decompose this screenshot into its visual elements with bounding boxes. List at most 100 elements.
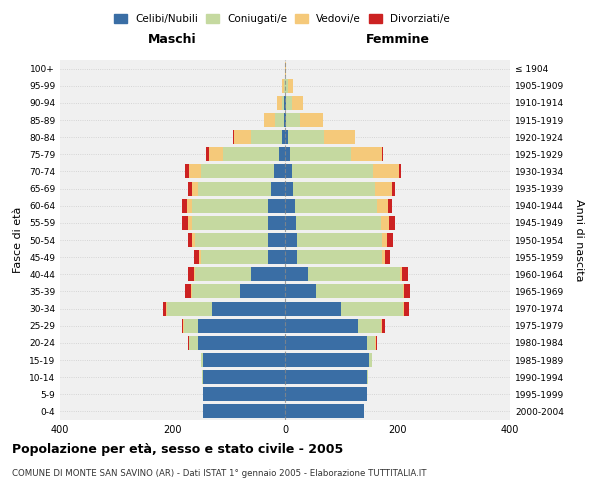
Bar bbox=[288, 78, 293, 92]
Bar bbox=[268, 216, 285, 230]
Bar bbox=[167, 302, 212, 316]
Bar bbox=[275, 113, 284, 127]
Bar bbox=[203, 404, 285, 418]
Bar bbox=[375, 182, 392, 196]
Bar bbox=[382, 148, 383, 162]
Bar bbox=[285, 198, 295, 212]
Bar bbox=[400, 268, 402, 281]
Bar bbox=[325, 130, 355, 144]
Text: Femmine: Femmine bbox=[365, 34, 430, 46]
Bar bbox=[185, 284, 191, 298]
Bar bbox=[285, 148, 290, 162]
Bar bbox=[284, 113, 285, 127]
Bar bbox=[188, 182, 192, 196]
Bar bbox=[280, 148, 285, 162]
Bar bbox=[404, 302, 409, 316]
Bar bbox=[285, 62, 286, 76]
Bar bbox=[192, 198, 268, 212]
Bar bbox=[300, 113, 323, 127]
Bar bbox=[292, 96, 303, 110]
Bar bbox=[188, 336, 189, 350]
Bar bbox=[282, 78, 284, 92]
Bar bbox=[281, 96, 284, 110]
Bar bbox=[285, 78, 288, 92]
Bar bbox=[195, 268, 251, 281]
Bar bbox=[235, 130, 251, 144]
Bar bbox=[402, 268, 407, 281]
Bar bbox=[192, 216, 268, 230]
Bar bbox=[367, 370, 368, 384]
Bar bbox=[295, 198, 377, 212]
Bar bbox=[192, 233, 195, 247]
Bar bbox=[382, 318, 385, 332]
Bar bbox=[202, 370, 203, 384]
Bar bbox=[182, 318, 184, 332]
Bar bbox=[285, 233, 298, 247]
Bar bbox=[388, 233, 393, 247]
Bar bbox=[194, 250, 199, 264]
Y-axis label: Fasce di età: Fasce di età bbox=[13, 207, 23, 273]
Bar bbox=[271, 182, 285, 196]
Bar bbox=[192, 182, 198, 196]
Bar bbox=[212, 302, 285, 316]
Bar bbox=[251, 130, 282, 144]
Bar bbox=[285, 404, 364, 418]
Bar bbox=[285, 113, 286, 127]
Bar bbox=[200, 164, 274, 178]
Bar bbox=[286, 96, 292, 110]
Bar bbox=[285, 318, 358, 332]
Bar bbox=[200, 353, 203, 367]
Bar bbox=[382, 250, 385, 264]
Bar bbox=[298, 233, 382, 247]
Bar bbox=[373, 164, 398, 178]
Bar bbox=[352, 148, 382, 162]
Bar bbox=[403, 302, 404, 316]
Bar bbox=[285, 250, 298, 264]
Bar bbox=[316, 284, 403, 298]
Bar bbox=[251, 268, 285, 281]
Bar bbox=[188, 233, 192, 247]
Bar bbox=[188, 268, 194, 281]
Bar bbox=[195, 233, 268, 247]
Legend: Celibi/Nubili, Coniugati/e, Vedovi/e, Divorziati/e: Celibi/Nubili, Coniugati/e, Vedovi/e, Di… bbox=[110, 10, 454, 29]
Text: COMUNE DI MONTE SAN SAVINO (AR) - Dati ISTAT 1° gennaio 2005 - Elaborazione TUTT: COMUNE DI MONTE SAN SAVINO (AR) - Dati I… bbox=[12, 469, 427, 478]
Bar bbox=[389, 216, 395, 230]
Bar bbox=[240, 284, 285, 298]
Bar bbox=[382, 233, 388, 247]
Bar bbox=[285, 216, 296, 230]
Bar bbox=[285, 302, 341, 316]
Bar bbox=[194, 268, 195, 281]
Text: Maschi: Maschi bbox=[148, 34, 197, 46]
Bar bbox=[274, 164, 285, 178]
Bar bbox=[284, 78, 285, 92]
Bar bbox=[200, 250, 268, 264]
Bar bbox=[285, 164, 292, 178]
Bar bbox=[209, 148, 223, 162]
Bar bbox=[296, 216, 380, 230]
Bar bbox=[370, 353, 372, 367]
Bar bbox=[182, 198, 187, 212]
Bar bbox=[223, 148, 280, 162]
Bar bbox=[198, 182, 271, 196]
Bar bbox=[285, 130, 288, 144]
Bar bbox=[388, 198, 392, 212]
Y-axis label: Anni di nascita: Anni di nascita bbox=[574, 198, 584, 281]
Bar bbox=[380, 216, 389, 230]
Bar bbox=[285, 353, 370, 367]
Bar bbox=[184, 318, 198, 332]
Bar bbox=[198, 336, 285, 350]
Bar bbox=[285, 370, 367, 384]
Bar bbox=[377, 198, 388, 212]
Bar bbox=[203, 388, 285, 402]
Bar bbox=[288, 130, 325, 144]
Bar bbox=[277, 96, 281, 110]
Bar bbox=[191, 284, 192, 298]
Bar bbox=[376, 336, 377, 350]
Bar bbox=[308, 268, 400, 281]
Bar bbox=[192, 284, 240, 298]
Bar bbox=[358, 318, 380, 332]
Bar bbox=[185, 164, 190, 178]
Text: Popolazione per età, sesso e stato civile - 2005: Popolazione per età, sesso e stato civil… bbox=[12, 442, 343, 456]
Bar bbox=[199, 250, 200, 264]
Bar bbox=[282, 130, 285, 144]
